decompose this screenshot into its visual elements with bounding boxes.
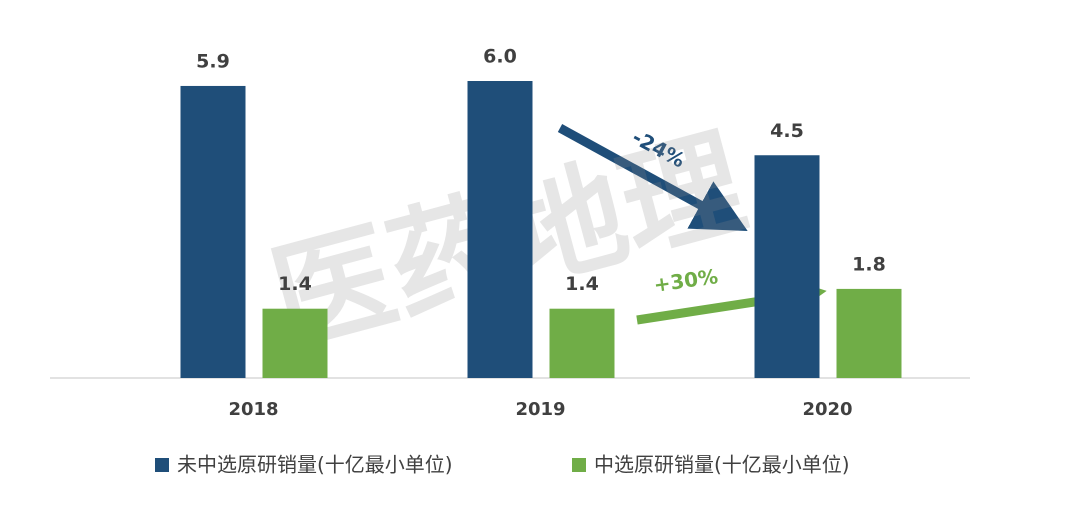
legend-swatch xyxy=(572,458,586,472)
decrease-arrow xyxy=(557,124,748,231)
legend-label: 中选原研销量(十亿最小单位) xyxy=(594,453,850,477)
bar xyxy=(549,308,615,378)
value-label: 1.4 xyxy=(565,273,599,295)
legend-label: 未中选原研销量(十亿最小单位) xyxy=(177,453,453,477)
bar xyxy=(754,155,820,378)
value-label: 1.4 xyxy=(278,273,312,295)
value-label: 5.9 xyxy=(196,50,230,72)
value-label: 6.0 xyxy=(483,46,517,68)
bar xyxy=(467,81,533,378)
x-tick-label: 2018 xyxy=(228,399,278,420)
bar xyxy=(180,85,246,378)
legend-swatch xyxy=(155,458,169,472)
value-label: 4.5 xyxy=(770,120,804,142)
x-tick-label: 2019 xyxy=(515,399,565,420)
value-label: 1.8 xyxy=(852,253,886,275)
bar xyxy=(262,308,328,378)
x-tick-label: 2020 xyxy=(802,399,852,420)
bar xyxy=(836,288,902,378)
